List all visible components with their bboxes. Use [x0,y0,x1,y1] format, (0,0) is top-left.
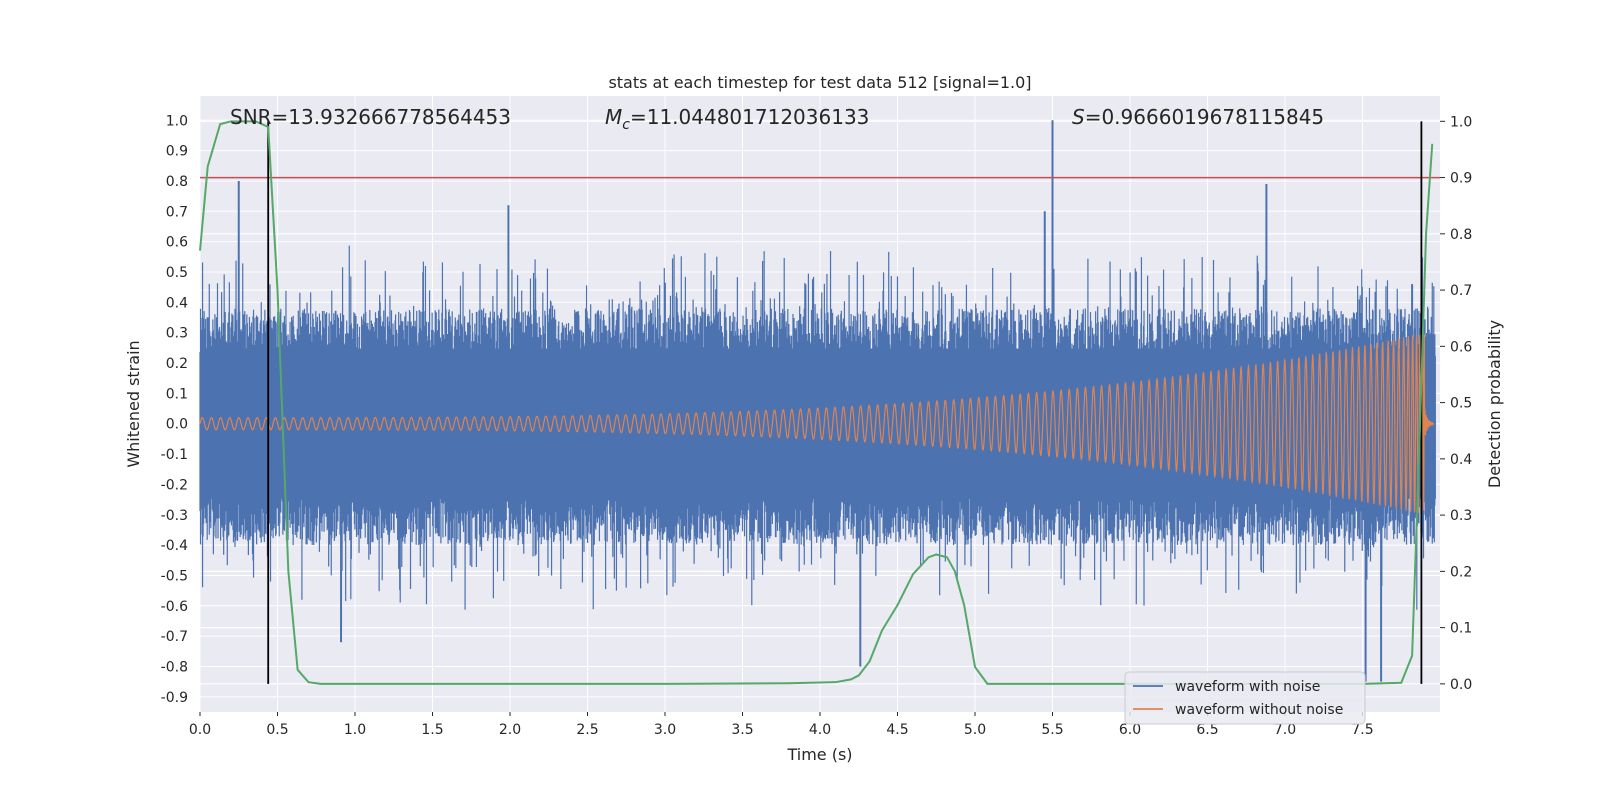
x-axis-label: Time (s) [786,745,852,764]
chirp-mass-symbol: M [605,105,622,129]
y-tick-label-left: 0.7 [166,204,188,220]
y-tick-label-right: 0.9 [1450,171,1472,187]
y-tick-label-left: 0.6 [166,235,188,251]
x-tick-label: 5.5 [1041,722,1063,738]
chirp-mass-value: =11.044801712036133 [630,105,869,129]
x-tick-label: 4.5 [886,722,908,738]
x-tick-label: 6.5 [1196,722,1218,738]
x-tick-label: 3.0 [654,722,676,738]
chirp-mass-subscript: c [622,117,630,133]
y-tick-label-right: 0.4 [1450,452,1472,468]
y-tick-label-left: 0.2 [166,356,188,372]
y-tick-label-right: 0.5 [1450,396,1472,412]
legend-box [1124,671,1366,725]
legend: waveform with noise waveform without noi… [1124,671,1366,725]
y-tick-label-left: 0.9 [166,144,188,160]
x-tick-label: 4.0 [809,722,831,738]
legend-label-noise: waveform with noise [1175,679,1320,695]
x-tick-label: 6.0 [1119,722,1141,738]
y-tick-label-left: 0.1 [166,386,188,402]
y-axis-right-ticks: 1.0 0.9 0.8 0.7 0.6 0.5 0.4 0.3 0.2 0.1 0.0 [1440,114,1472,693]
x-tick-label: 1.0 [344,722,366,738]
y-tick-label-right: 0.0 [1450,677,1472,693]
y-tick-label-right: 0.1 [1450,621,1472,637]
x-tick-label: 7.5 [1351,722,1373,738]
y-tick-label-left: 0.3 [166,326,188,342]
waveform-without-noise-series [199,334,1435,513]
y-axis-left-ticks: 1.0 0.9 0.8 0.7 0.6 0.5 0.4 0.3 0.2 0.1 0.0 -0.1 -0.… [161,113,188,706]
y-axis-left-label: Whitened strain [124,340,143,467]
plot-area [199,96,1440,712]
y-tick-label-left: -0.2 [161,477,188,493]
y-tick-label-left: -0.4 [161,538,188,554]
s-symbol: S [1072,105,1085,129]
y-tick-label-right: 0.7 [1450,283,1472,299]
y-tick-label-right: 0.3 [1450,508,1472,524]
snr-annotation: SNR=13.932666778564453 [230,105,511,129]
x-tick-label: 0.5 [266,722,288,738]
x-tick-label: 1.5 [421,722,443,738]
y-tick-label-left: 0.8 [166,174,188,190]
y-tick-label-left: -0.1 [161,447,188,463]
waveform-without-noise-line [199,334,1435,513]
x-tick-label: 2.0 [499,722,521,738]
y-tick-label-left: -0.7 [161,629,188,645]
y-axis-right-label: Detection probability [1485,320,1504,488]
x-tick-label: 7.0 [1274,722,1296,738]
s-value: =0.9666019678115845 [1085,105,1324,129]
x-axis-ticks: 0.0 0.5 1.0 1.5 2.0 2.5 3.0 3.5 4.0 4.5 5.0 5.5 6.0 6… [189,712,1374,738]
legend-label-clean: waveform without noise [1175,702,1343,718]
y-tick-label-left: -0.6 [161,599,188,615]
y-tick-label-left: 1.0 [166,113,188,129]
y-tick-label-left: -0.5 [161,568,188,584]
y-tick-label-right: 0.8 [1450,227,1472,243]
y-tick-label-left: 0.4 [166,295,188,311]
y-tick-label-left: 0.0 [166,417,188,433]
y-tick-label-right: 1.0 [1450,114,1472,130]
x-tick-label: 3.5 [731,722,753,738]
y-tick-label-left: 0.5 [166,265,188,281]
y-tick-label-right: 0.6 [1450,339,1472,355]
y-tick-label-left: -0.3 [161,508,188,524]
y-tick-label-right: 0.2 [1450,564,1472,580]
x-tick-label: 5.0 [964,722,986,738]
x-tick-label: 0.0 [189,722,211,738]
x-tick-label: 2.5 [576,722,598,738]
chirp-mass-annotation: Mc=11.044801712036133 [605,105,869,133]
chart-title: stats at each timestep for test data 512… [608,73,1031,92]
s-annotation: S=0.9666019678115845 [1072,105,1324,129]
y-tick-label-left: -0.9 [161,690,188,706]
y-tick-label-left: -0.8 [161,659,188,675]
